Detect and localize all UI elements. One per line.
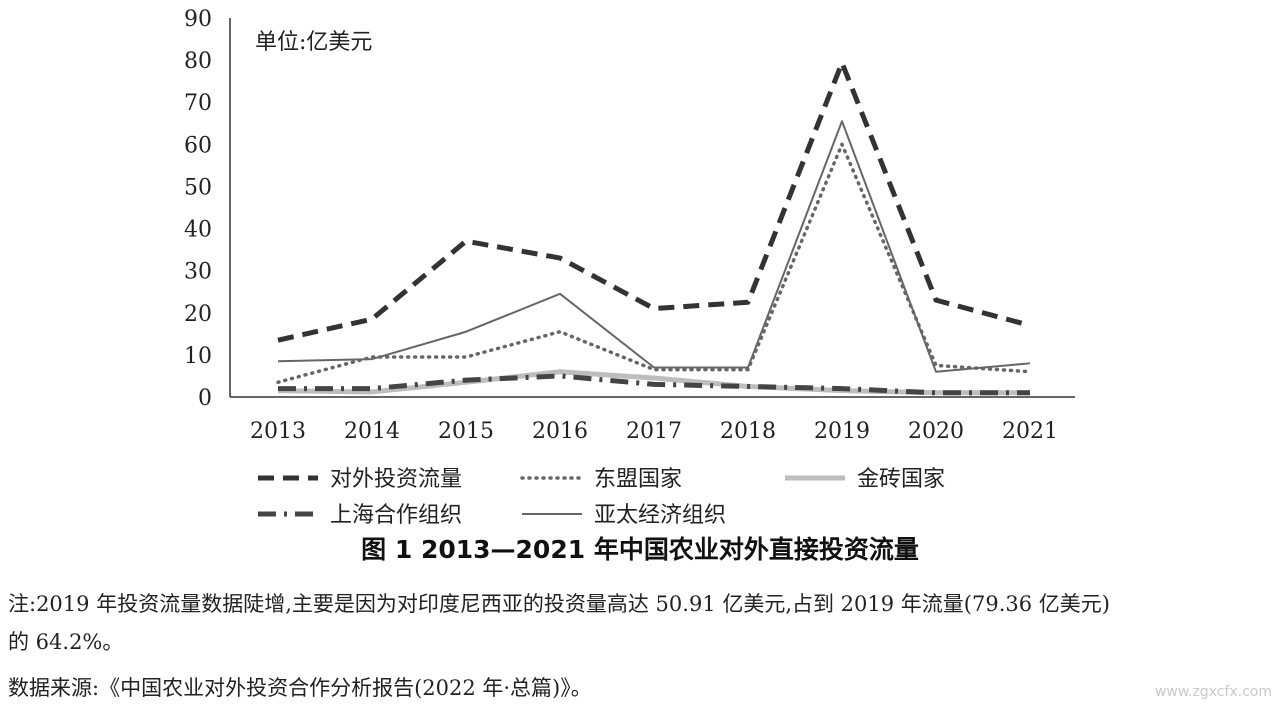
x-tick-label: 2021 — [1002, 419, 1058, 444]
y-tick-label: 40 — [184, 218, 212, 243]
x-tick-label: 2019 — [814, 419, 870, 444]
y-tick-label: 30 — [184, 260, 212, 285]
x-tick-label: 2016 — [532, 419, 588, 444]
unit-label: 单位:亿美元 — [255, 30, 372, 55]
x-tick-label: 2013 — [250, 419, 306, 444]
series-line — [276, 142, 1032, 385]
y-axis-ticks: 0 10 20 30 40 50 60 70 80 90 — [184, 7, 212, 411]
note-line-1: 注:2019 年投资流量数据陡增,主要是因为对印度尼西亚的投资量高达 50.91… — [8, 592, 1110, 616]
legend-label: 金砖国家 — [857, 467, 945, 492]
series-line — [277, 120, 1031, 373]
series-line — [277, 60, 1031, 343]
legend-label: 对外投资流量 — [330, 467, 462, 492]
y-tick-label: 70 — [184, 91, 212, 116]
y-tick-label: 10 — [184, 344, 212, 369]
x-tick-label: 2014 — [344, 419, 400, 444]
y-tick-label: 90 — [184, 7, 212, 32]
series-line — [277, 369, 1030, 396]
y-tick-label: 20 — [184, 302, 212, 327]
y-tick-label: 0 — [198, 386, 212, 411]
note-line-2: 的 64.2%。 — [8, 630, 124, 654]
legend-label: 上海合作组织 — [330, 503, 462, 525]
x-tick-label: 2015 — [438, 419, 494, 444]
x-tick-label: 2020 — [908, 419, 964, 444]
legend-label: 东盟国家 — [594, 467, 682, 492]
series-line — [278, 373, 1030, 396]
x-tick-label: 2017 — [626, 419, 682, 444]
x-axis-ticks: 2013 2014 2015 2016 2017 2018 2019 2020 2021 — [250, 419, 1058, 444]
y-tick-label: 60 — [184, 133, 212, 158]
y-tick-label: 50 — [184, 175, 212, 200]
x-tick-label: 2018 — [720, 419, 776, 444]
figure-caption: 图 1 2013—2021 年中国农业对外直接投资流量 — [361, 535, 919, 564]
watermark: www.zgxcfx.com — [1154, 684, 1272, 700]
data-source: 数据来源:《中国农业对外投资合作分析报告(2022 年·总篇)》。 — [8, 676, 592, 700]
legend-label: 亚太经济组织 — [594, 503, 726, 525]
y-tick-label: 80 — [184, 49, 212, 74]
series-layer — [276, 60, 1032, 396]
